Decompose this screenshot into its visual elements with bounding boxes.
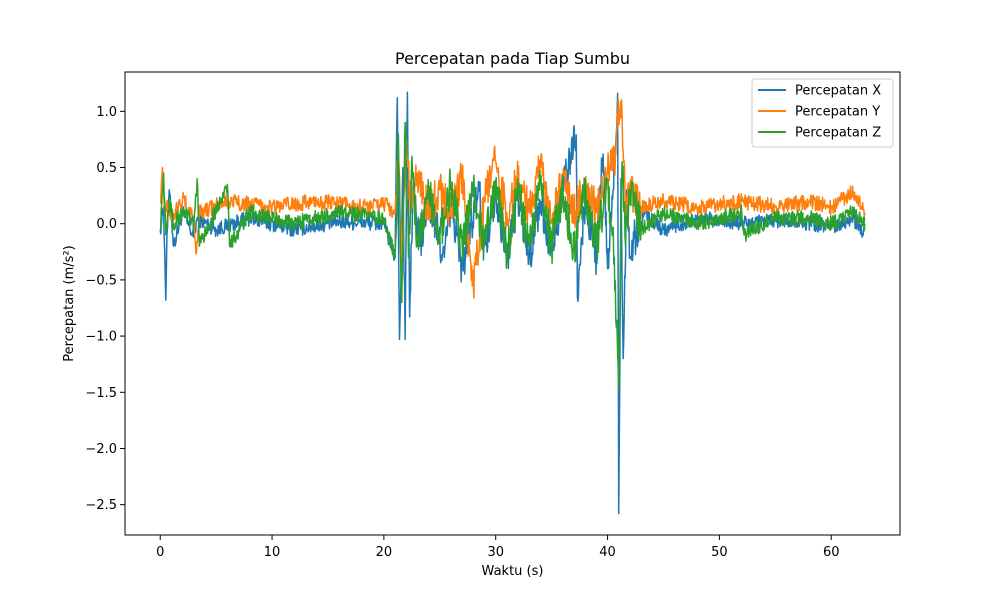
x-tick-label: 20: [376, 545, 393, 560]
x-tick-label: 0: [156, 545, 164, 560]
legend-label-2: Percepatan Y: [795, 105, 880, 120]
x-axis: 0 10 20 30 40 50 60: [156, 535, 839, 560]
y-tick-label: −1.5: [85, 386, 117, 401]
x-tick-label: 10: [264, 545, 281, 560]
y-axis: 1.0 0.5 0.0 −0.5 −1.0 −1.5 −2.0 −2.5: [85, 105, 125, 513]
series-layer: [159, 91, 866, 515]
x-tick-label: 60: [823, 545, 840, 560]
x-tick-label: 40: [599, 545, 616, 560]
y-tick-label: −2.0: [85, 442, 117, 457]
y-tick-label: −1.0: [85, 330, 117, 345]
y-tick-label: 1.0: [96, 105, 117, 120]
y-axis-title: Percepatan (m/s²): [62, 245, 77, 361]
chart-title: Percepatan pada Tiap Sumbu: [395, 49, 630, 68]
plot-frame: [124, 71, 901, 536]
legend-label-1: Percepatan X: [795, 84, 881, 99]
y-tick-label: −0.5: [85, 273, 117, 288]
x-tick-label: 50: [711, 545, 728, 560]
x-tick-label: 30: [487, 545, 504, 560]
y-tick-label: −2.5: [85, 498, 117, 513]
y-tick-label: 0.0: [96, 217, 117, 232]
y-tick-label: 0.5: [96, 161, 117, 176]
legend: Percepatan X Percepatan Y Percepatan Z: [751, 78, 894, 148]
series-line-3: [159, 121, 866, 391]
legend-label-3: Percepatan Z: [795, 126, 881, 141]
x-axis-title: Waktu (s): [482, 564, 544, 579]
legend-box: [751, 78, 894, 148]
